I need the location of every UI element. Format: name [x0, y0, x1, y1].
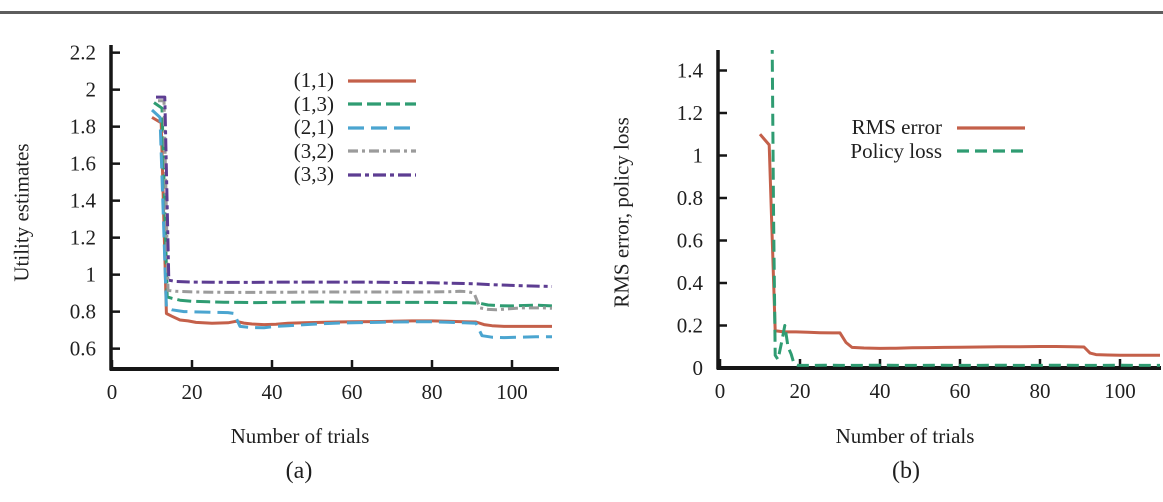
x-tick-label-a: 20	[182, 380, 203, 404]
y-tick-label-b: 1	[693, 144, 704, 168]
legend-item: (3,3)	[246, 162, 417, 187]
x-tick-label-b: 60	[950, 379, 971, 403]
chart-b-x-axis-label: Number of trials	[835, 424, 975, 448]
legend-item: RMS error	[786, 115, 1026, 140]
legend-label: RMS error	[851, 115, 942, 140]
legend-line-swatch	[957, 126, 1025, 130]
legend-line-swatch	[348, 173, 416, 177]
series-line-3-2	[158, 99, 553, 312]
legend-item: (3,2)	[246, 138, 417, 164]
series-line-rms-error	[758, 133, 1160, 357]
caption-b: (b)	[892, 458, 920, 484]
y-tick-label-a: 1.8	[70, 115, 96, 139]
x-tick-label-b: 0	[715, 379, 726, 403]
legend-label: (2,1)	[293, 115, 334, 140]
y-tick-label-a: 1.2	[70, 226, 96, 250]
y-tick-label-a: 2	[86, 78, 97, 102]
chart-a-y-axis-label: Utility estimates	[9, 143, 34, 282]
legend-line-swatch	[957, 149, 1025, 153]
caption-a: (a)	[285, 458, 313, 484]
top-rule	[0, 11, 1163, 14]
series-line-policy-loss	[770, 50, 1160, 367]
legend-label: Policy loss	[850, 138, 942, 163]
y-tick-label-b: 0.8	[677, 186, 703, 210]
y-tick-label-b: 0.2	[677, 314, 703, 338]
y-tick-label-b: 1.2	[677, 101, 703, 125]
series-group-a	[150, 95, 553, 340]
legend-label: (1,3)	[293, 91, 334, 116]
series-line-2-1	[150, 108, 552, 340]
y-tick-label-a: 0.6	[70, 337, 96, 361]
series-group-b	[758, 50, 1160, 367]
x-tick-label-b: 80	[1030, 379, 1051, 403]
legend-item: (2,1)	[246, 115, 417, 140]
y-tick-label-a: 0.8	[70, 300, 96, 324]
y-tick-label-a: 2.2	[70, 41, 96, 65]
x-tick-label-b: 20	[790, 379, 811, 403]
y-tick-label-a: 1.4	[70, 189, 97, 213]
x-tick-label-a: 60	[342, 380, 363, 404]
legend-line-swatch	[348, 126, 416, 130]
x-tick-label-b: 100	[1104, 379, 1136, 403]
x-tick-label-a: 80	[422, 380, 443, 404]
y-tick-label-b: 0.4	[677, 271, 704, 295]
y-tick-label-a: 1.6	[70, 152, 96, 176]
series-line-1-1	[151, 116, 552, 328]
x-tick-label-a: 100	[496, 380, 528, 404]
chart-a-legend: (1,1) (1,3) (2,1) (3,2) (3,3)	[246, 68, 417, 187]
x-tick-label-b: 40	[870, 379, 891, 403]
chart-b-y-axis-label: RMS error, policy loss	[609, 117, 634, 308]
x-tick-label-a: 40	[262, 380, 283, 404]
legend-line-swatch	[348, 102, 416, 106]
chart-b-legend: RMS error Policy loss	[786, 115, 1026, 164]
legend-item: (1,3)	[246, 91, 417, 117]
legend-label: (3,2)	[293, 138, 334, 163]
x-tick-label-a: 0	[107, 380, 118, 404]
legend-line-swatch	[348, 149, 416, 153]
y-tick-label-b: 0	[693, 356, 704, 380]
legend-label: (1,1)	[293, 68, 334, 93]
y-tick-label-a: 1	[86, 263, 97, 287]
legend-item: Policy loss	[786, 138, 1026, 164]
legend-item: (1,1)	[246, 68, 417, 93]
legend-label: (3,3)	[293, 162, 334, 187]
legend-line-swatch	[348, 79, 416, 83]
chart-a-x-axis-label: Number of trials	[230, 424, 370, 448]
y-tick-label-b: 1.4	[677, 59, 704, 83]
series-line-3-3	[156, 95, 553, 288]
y-tick-label-b: 0.6	[677, 229, 703, 253]
series-line-1-3	[153, 101, 553, 308]
